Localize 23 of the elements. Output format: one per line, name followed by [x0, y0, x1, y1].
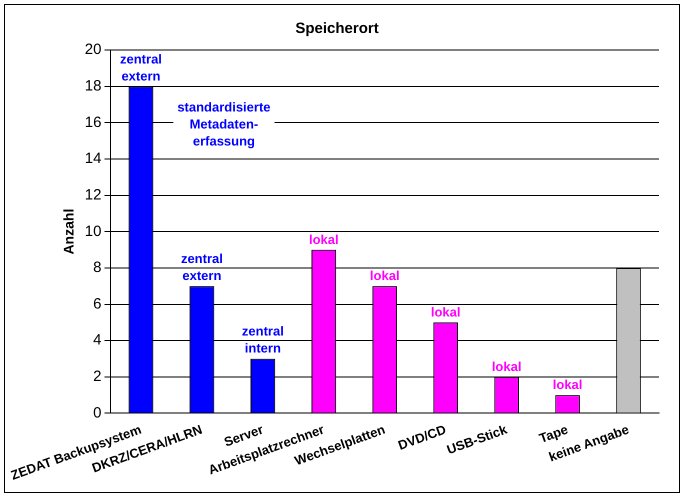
x-tick-label: Tape: [537, 422, 570, 446]
y-tick-label: 10: [84, 222, 102, 240]
annotation: zentral intern: [242, 324, 284, 356]
y-tick-label: 14: [84, 150, 102, 168]
annotation: lokal: [552, 377, 582, 392]
y-tick-label: 6: [93, 295, 102, 312]
y-tick-label: 20: [84, 41, 102, 58]
y-tick-label: 0: [93, 404, 102, 422]
annotation: zentral extern: [180, 251, 223, 284]
y-axis-title: Anzahl: [60, 208, 76, 255]
annotation: lokal: [492, 358, 522, 374]
y-tick-label: 8: [93, 259, 102, 276]
y-tick-label: 16: [84, 114, 102, 131]
annotation: lokal: [370, 268, 400, 284]
annotation: lokal: [430, 304, 461, 320]
y-tick-label: 18: [84, 77, 102, 94]
y-tick-label: 12: [84, 186, 102, 204]
y-tick-label: 2: [93, 368, 102, 386]
chart-title: Speicherort: [295, 20, 379, 38]
annotation: lokal: [308, 232, 339, 247]
annotation: zentral extern: [120, 51, 162, 84]
y-tick-label: 4: [93, 332, 102, 349]
annotation: standardisierte Metadaten- erfassung: [177, 100, 271, 149]
